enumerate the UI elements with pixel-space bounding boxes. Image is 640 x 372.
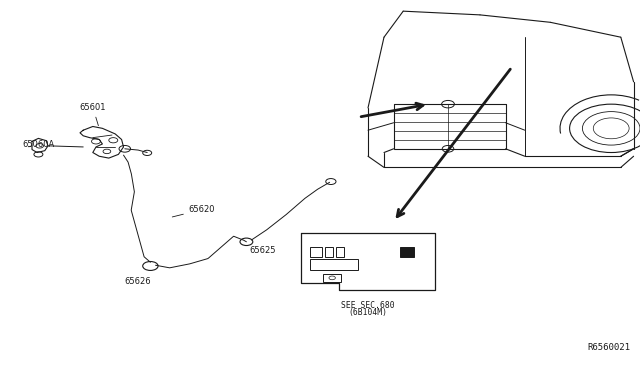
Text: 65620: 65620: [172, 205, 215, 217]
Text: R6560021: R6560021: [588, 343, 630, 352]
Bar: [323, 274, 341, 282]
Text: 65625: 65625: [250, 246, 276, 255]
Text: 65601: 65601: [79, 103, 106, 126]
Bar: [336, 247, 344, 257]
Text: (6B104M): (6B104M): [349, 308, 387, 317]
Bar: [400, 247, 414, 257]
Bar: [310, 259, 358, 270]
Text: SEE SEC.680: SEE SEC.680: [341, 301, 395, 310]
Bar: [394, 104, 506, 149]
Bar: [325, 247, 333, 257]
Bar: [310, 247, 322, 257]
Text: 65060A: 65060A: [22, 140, 54, 149]
Text: 65626: 65626: [124, 278, 151, 286]
